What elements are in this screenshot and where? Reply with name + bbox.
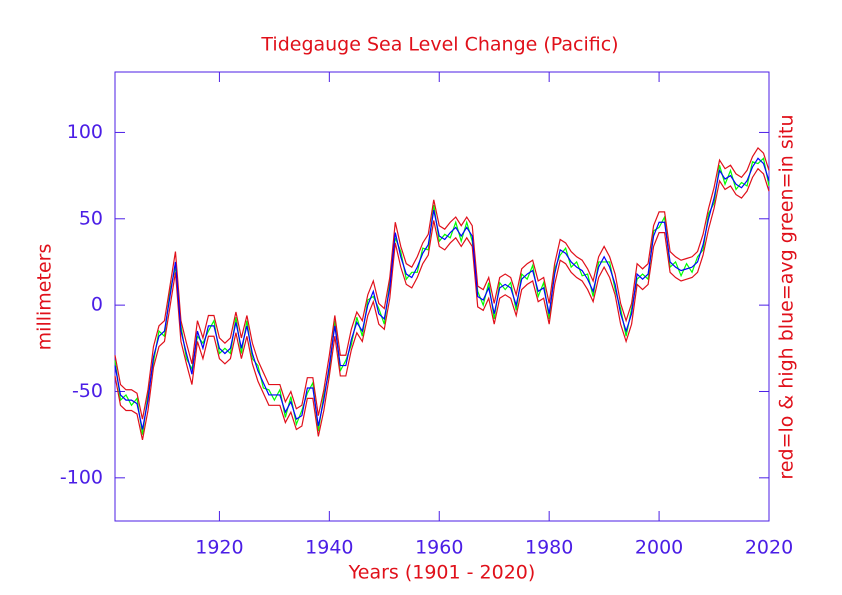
plot-frame — [114, 71, 770, 522]
chart-title: Tidegauge Sea Level Change (Pacific) — [260, 34, 618, 56]
y2-axis-label: red=lo & high blue=avg green=in situ — [776, 114, 798, 479]
series-line — [114, 157, 770, 430]
series-line — [114, 167, 770, 440]
x-tick-label: 2020 — [745, 537, 793, 559]
y-tick-label: 50 — [79, 207, 103, 229]
x-tick-label: 1980 — [525, 537, 573, 559]
x-axis-label: Years (1901 - 2020) — [348, 562, 536, 584]
y-axis-label: millimeters — [34, 244, 56, 351]
series-line — [114, 157, 770, 435]
y-tick-label: 100 — [67, 121, 103, 143]
x-tick-label: 1960 — [415, 537, 463, 559]
x-tick-label: 1920 — [195, 537, 243, 559]
x-tick-label: 1940 — [305, 537, 353, 559]
y-tick-label: -50 — [72, 380, 103, 402]
x-tick-label: 2000 — [635, 537, 683, 559]
series-line — [114, 147, 770, 420]
y-tick-label: -100 — [60, 466, 103, 488]
y-tick-label: 0 — [91, 294, 103, 316]
